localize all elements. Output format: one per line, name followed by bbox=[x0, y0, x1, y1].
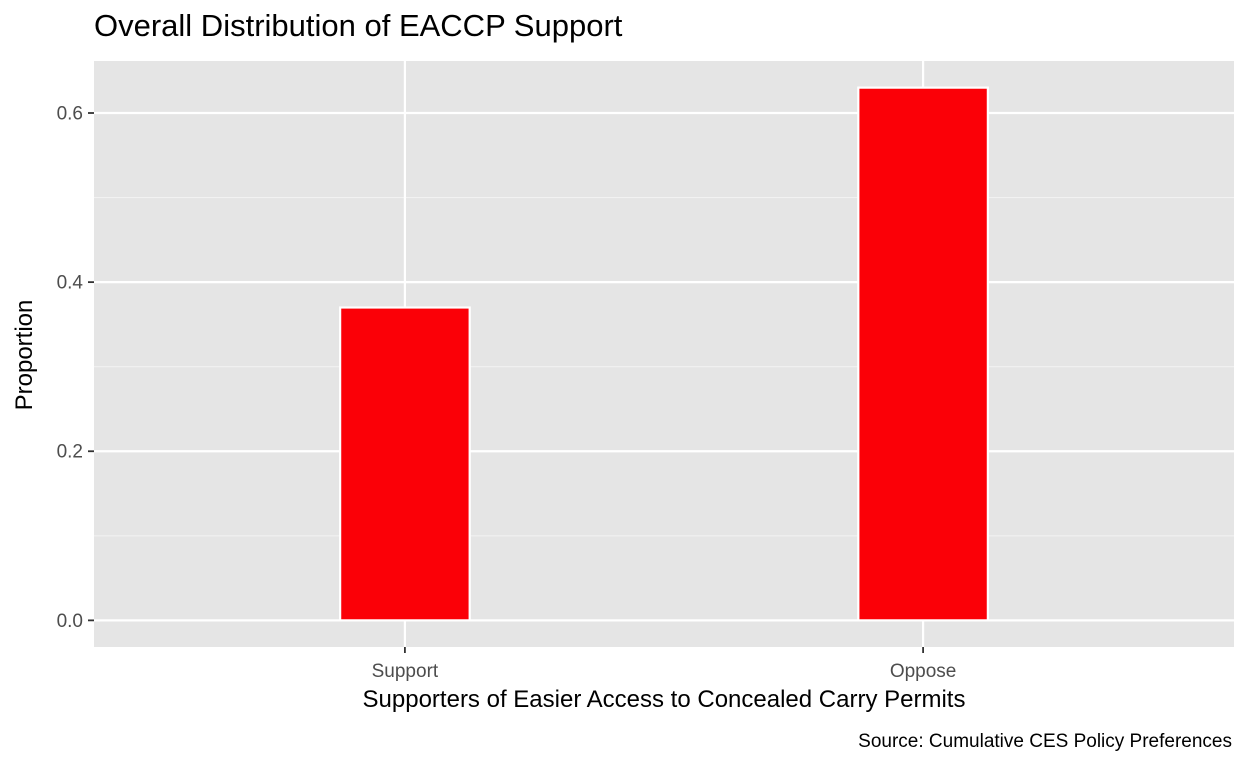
x-axis: Support Oppose bbox=[372, 647, 957, 682]
x-axis-label: Supporters of Easier Access to Concealed… bbox=[362, 686, 966, 713]
y-tick-label: 0.4 bbox=[57, 273, 84, 294]
y-tick-label: 0.2 bbox=[57, 442, 83, 463]
chart-title: Overall Distribution of EACCP Support bbox=[94, 8, 623, 43]
grid-minor bbox=[94, 196, 1234, 537]
y-axis-label: Proportion bbox=[11, 299, 38, 411]
bars bbox=[339, 86, 989, 622]
bar-support bbox=[339, 306, 471, 622]
y-tick-label: 0.6 bbox=[57, 104, 83, 125]
x-tick-label: Support bbox=[372, 661, 439, 682]
y-axis: 0.0 0.2 0.4 0.6 bbox=[57, 104, 94, 632]
plot-panel bbox=[94, 61, 1234, 647]
bar-oppose bbox=[857, 86, 989, 622]
y-tick-label: 0.0 bbox=[57, 611, 83, 632]
chart-caption: Source: Cumulative CES Policy Preference… bbox=[858, 731, 1232, 752]
x-tick-label: Oppose bbox=[890, 661, 957, 682]
